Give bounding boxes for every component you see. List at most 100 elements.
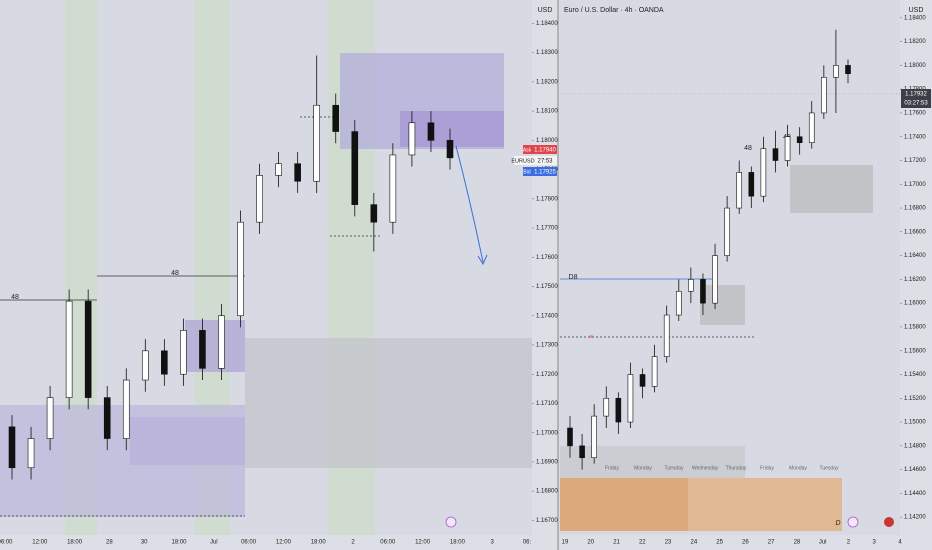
zone bbox=[790, 165, 873, 213]
x-tick-label: 28 bbox=[794, 540, 801, 546]
ask-price-badge bbox=[532, 145, 557, 154]
level-label: 48 bbox=[744, 145, 752, 152]
candle-body bbox=[808, 112, 815, 143]
x-tick-label: 12:00 bbox=[276, 540, 292, 546]
x-tick-label: 21 bbox=[613, 540, 620, 546]
y-tick-label: 1.18200 bbox=[536, 79, 558, 85]
candle-body bbox=[796, 136, 803, 143]
y-tick-label: 1.15000 bbox=[904, 420, 926, 426]
candle-body bbox=[675, 290, 682, 316]
zone bbox=[245, 338, 532, 468]
x-tick-label: 30 bbox=[141, 540, 148, 546]
candle-body bbox=[603, 397, 610, 417]
y-tick-label: 1.18400 bbox=[536, 21, 558, 27]
y-tick-label: 1.17400 bbox=[536, 313, 558, 319]
zone bbox=[560, 446, 745, 478]
candle-body bbox=[65, 300, 73, 398]
bid-label: Bid bbox=[523, 169, 530, 175]
y-tick-label: 1.14200 bbox=[904, 515, 926, 521]
candle-body bbox=[663, 314, 670, 357]
x-tick-label: 3 bbox=[873, 540, 877, 546]
interval-badge: D bbox=[835, 520, 840, 527]
candle-body bbox=[180, 330, 187, 375]
x-tick-label: 06:00 bbox=[0, 540, 13, 546]
y-tick-label: 1.17600 bbox=[536, 255, 558, 261]
candle-body bbox=[688, 279, 694, 292]
bid-price-badge bbox=[532, 167, 557, 176]
x-tick-label: 06:00 bbox=[241, 540, 257, 546]
last-price: 1.17932 bbox=[905, 92, 927, 98]
ask-price: 1.17940 bbox=[534, 148, 556, 154]
y-tick-label: 1.14800 bbox=[904, 443, 926, 449]
candle-body bbox=[199, 330, 206, 369]
y-tick-label: 1.17400 bbox=[904, 134, 926, 140]
candle-body bbox=[579, 445, 585, 459]
y-tick-label: 1.17000 bbox=[536, 430, 558, 436]
y-tick-label: 1.17100 bbox=[536, 401, 558, 407]
x-tick-label: 2 bbox=[351, 540, 355, 546]
bid-badge bbox=[523, 167, 532, 176]
y-tick-label: 1.17200 bbox=[904, 158, 926, 164]
x-tick-label: 4 bbox=[898, 540, 902, 546]
projection-arrow bbox=[455, 145, 484, 263]
candle-body bbox=[760, 148, 767, 197]
candle-body bbox=[389, 154, 397, 223]
x-tick-label: 20 bbox=[587, 540, 594, 546]
level-label: 48 bbox=[11, 294, 19, 301]
candle-body bbox=[313, 104, 320, 182]
x-tick-label: 23 bbox=[665, 540, 672, 546]
y-tick-label: 1.14400 bbox=[904, 491, 926, 497]
y-tick-label: 1.17200 bbox=[536, 372, 558, 378]
flag-icon[interactable] bbox=[884, 517, 894, 527]
candle-body bbox=[567, 427, 573, 447]
axis-unit: USD bbox=[538, 7, 553, 14]
candle-body bbox=[821, 76, 827, 114]
arrow-head bbox=[477, 254, 488, 266]
candle-body bbox=[142, 350, 149, 381]
axis-unit: USD bbox=[909, 7, 924, 14]
x-tick-label: 24 bbox=[691, 540, 698, 546]
x-tick-label: 27 bbox=[768, 540, 775, 546]
y-tick-label: 1.17000 bbox=[904, 182, 926, 188]
y-tick-label: 1.15800 bbox=[904, 325, 926, 331]
x-tick-label: Jul bbox=[819, 540, 827, 546]
x-tick-label: Jul bbox=[210, 540, 218, 546]
candle-body bbox=[122, 379, 130, 439]
candle-body bbox=[256, 175, 263, 223]
candle-body bbox=[833, 65, 839, 78]
x-tick-label: 3 bbox=[491, 540, 495, 546]
y-tick-label: 1.16700 bbox=[536, 518, 558, 524]
marker: × bbox=[589, 334, 593, 341]
demand-zone bbox=[560, 478, 688, 531]
y-tick-label: 1.16800 bbox=[536, 489, 558, 495]
candle-body bbox=[615, 397, 622, 423]
bid-price: 1.17925 bbox=[534, 170, 556, 176]
y-tick-label: 1.18400 bbox=[904, 15, 926, 21]
weekday-label: Friday bbox=[605, 465, 619, 471]
candle-body bbox=[651, 356, 658, 387]
y-tick-label: 1.17300 bbox=[536, 343, 558, 349]
x-tick-label: 26 bbox=[742, 540, 749, 546]
weekday-label: Monday bbox=[789, 465, 807, 471]
candle-body bbox=[446, 140, 454, 159]
left-time-axis bbox=[0, 535, 558, 550]
candle-body bbox=[724, 207, 730, 256]
candle-body bbox=[27, 438, 35, 469]
candle-body bbox=[161, 350, 168, 375]
event-icon[interactable] bbox=[847, 516, 859, 528]
candle-body bbox=[784, 136, 791, 161]
y-tick-label: 1.17600 bbox=[904, 111, 926, 117]
x-tick-label: 22 bbox=[639, 540, 646, 546]
y-tick-label: 1.16600 bbox=[904, 229, 926, 235]
y-tick-label: 1.17800 bbox=[536, 196, 558, 202]
weekday-label: Tuesday bbox=[665, 465, 684, 471]
weekday-label: Tuesday bbox=[820, 465, 839, 471]
candle-body bbox=[332, 104, 340, 132]
zone bbox=[185, 320, 245, 372]
candle-body bbox=[591, 415, 597, 459]
event-icon[interactable] bbox=[445, 516, 457, 528]
candle-body bbox=[639, 374, 646, 387]
y-tick-label: 1.15600 bbox=[904, 348, 926, 354]
y-tick-label: 1.16800 bbox=[904, 206, 926, 212]
y-tick-label: 1.14600 bbox=[904, 467, 926, 473]
